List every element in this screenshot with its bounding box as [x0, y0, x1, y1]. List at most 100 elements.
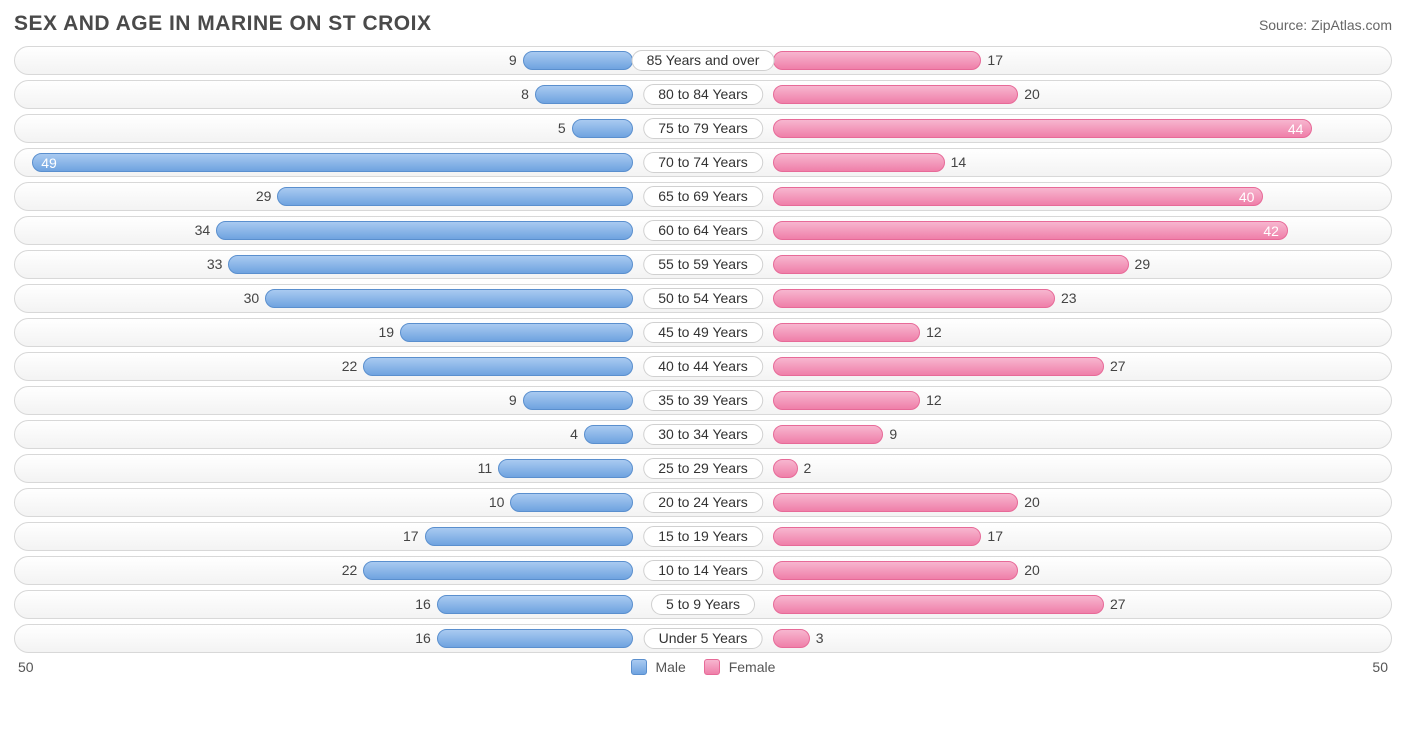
female-bar: [773, 459, 798, 478]
male-bar: [228, 255, 633, 274]
age-label: 45 to 49 Years: [643, 322, 763, 343]
age-label: 5 to 9 Years: [651, 594, 755, 615]
pyramid-rows: 91785 Years and over82080 to 84 Years544…: [14, 46, 1392, 653]
female-bar: [773, 255, 1129, 274]
female-bar: [773, 561, 1018, 580]
female-bar: 40: [773, 187, 1263, 206]
female-bar: [773, 493, 1018, 512]
male-value: 10: [489, 489, 505, 518]
chart-source: Source: ZipAtlas.com: [1259, 17, 1392, 33]
female-value: 23: [1061, 285, 1077, 314]
pyramid-row: 4930 to 34 Years: [14, 420, 1392, 449]
legend-male-label: Male: [655, 659, 685, 675]
female-bar: [773, 153, 945, 172]
pyramid-row: 29 40 65 to 69 Years: [14, 182, 1392, 211]
pyramid-row: 22 27 40 to 44 Years: [14, 352, 1392, 381]
age-label: 65 to 69 Years: [643, 186, 763, 207]
male-bar: [437, 629, 633, 648]
male-bar: [584, 425, 633, 444]
female-value: 2: [804, 455, 812, 484]
pyramid-row: 11 2 25 to 29 Years: [14, 454, 1392, 483]
female-swatch: [704, 659, 720, 675]
pyramid-row: 22 20 10 to 14 Years: [14, 556, 1392, 585]
female-value: 20: [1024, 489, 1040, 518]
male-value: 22: [342, 353, 358, 382]
male-value: 29: [256, 183, 272, 212]
male-value: 9: [509, 47, 517, 76]
female-bar: [773, 323, 920, 342]
age-label: 15 to 19 Years: [643, 526, 763, 547]
female-value: 20: [1024, 557, 1040, 586]
age-label: 80 to 84 Years: [643, 84, 763, 105]
pyramid-row: 91785 Years and over: [14, 46, 1392, 75]
female-value: 27: [1110, 353, 1126, 382]
legend-female-label: Female: [729, 659, 776, 675]
male-bar: [277, 187, 633, 206]
male-bar: [510, 493, 633, 512]
female-value: 20: [1024, 81, 1040, 110]
female-value: 12: [926, 387, 942, 416]
female-value: 3: [816, 625, 824, 654]
male-bar: [363, 561, 633, 580]
age-label: 70 to 74 Years: [643, 152, 763, 173]
male-value: 19: [378, 319, 394, 348]
male-value: 16: [415, 625, 431, 654]
age-label: 30 to 34 Years: [643, 424, 763, 445]
male-bar: [400, 323, 633, 342]
pyramid-row: 54475 to 79 Years: [14, 114, 1392, 143]
male-value: 17: [403, 523, 419, 552]
pyramid-row: 30 23 50 to 54 Years: [14, 284, 1392, 313]
female-bar: [773, 595, 1104, 614]
male-value: 34: [195, 217, 211, 246]
pyramid-row: 332955 to 59 Years: [14, 250, 1392, 279]
female-value: 27: [1110, 591, 1126, 620]
age-label: 50 to 54 Years: [643, 288, 763, 309]
male-bar: [363, 357, 633, 376]
chart-footer: 50 Male Female 50: [14, 659, 1392, 675]
female-value: 42: [1263, 223, 1279, 239]
female-value: 44: [1288, 121, 1304, 137]
female-value: 17: [987, 523, 1003, 552]
pyramid-row: 91235 to 39 Years: [14, 386, 1392, 415]
male-value: 30: [244, 285, 260, 314]
female-bar: [773, 85, 1018, 104]
age-label: 55 to 59 Years: [643, 254, 763, 275]
female-value: 9: [889, 421, 897, 450]
legend-female: Female: [704, 659, 776, 675]
female-bar: [773, 51, 981, 70]
pyramid-row: 17 17 15 to 19 Years: [14, 522, 1392, 551]
age-label: 25 to 29 Years: [643, 458, 763, 479]
male-value: 33: [207, 251, 223, 280]
male-value: 16: [415, 591, 431, 620]
male-bar: [216, 221, 633, 240]
pyramid-row: 10 20 20 to 24 Years: [14, 488, 1392, 517]
male-bar: [572, 119, 633, 138]
pyramid-row: 163Under 5 Years: [14, 624, 1392, 653]
male-value: 49: [41, 155, 57, 171]
female-bar: [773, 289, 1055, 308]
male-bar: [523, 391, 633, 410]
male-bar: [265, 289, 633, 308]
female-value: 40: [1239, 189, 1255, 205]
female-value: 17: [987, 47, 1003, 76]
male-bar: [425, 527, 633, 546]
male-bar: [437, 595, 633, 614]
female-bar: 42: [773, 221, 1288, 240]
male-value: 22: [342, 557, 358, 586]
male-value: 5: [558, 115, 566, 144]
female-bar: [773, 391, 920, 410]
pyramid-row: 16 27 5 to 9 Years: [14, 590, 1392, 619]
axis-right-label: 50: [1372, 659, 1388, 675]
age-label: 40 to 44 Years: [643, 356, 763, 377]
legend-male: Male: [631, 659, 686, 675]
male-bar: [523, 51, 633, 70]
axis-left-label: 50: [18, 659, 34, 675]
male-bar: 49: [32, 153, 633, 172]
age-label: 20 to 24 Years: [643, 492, 763, 513]
female-bar: [773, 527, 981, 546]
age-label: 35 to 39 Years: [643, 390, 763, 411]
male-bar: [498, 459, 633, 478]
age-label: 10 to 14 Years: [643, 560, 763, 581]
male-value: 11: [478, 455, 493, 484]
female-bar: [773, 425, 883, 444]
